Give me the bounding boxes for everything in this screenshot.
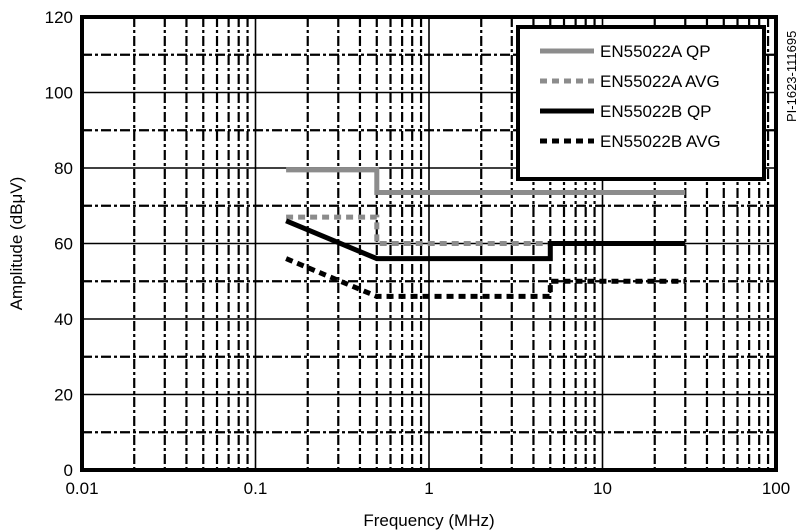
series-line-en55022a-qp (286, 167, 686, 195)
series-line-en55022b-avg (285, 256, 686, 299)
x-tick-label: 0.01 (65, 479, 98, 498)
legend: EN55022A QP EN55022A AVG EN55022B QP EN5502… (516, 25, 766, 181)
y-tick-label: 100 (45, 84, 73, 103)
x-tick-labels: 0.01 0.1 1 10 100 (65, 479, 790, 498)
y-tick-label: 80 (54, 159, 73, 178)
legend-entry-label: EN55022A QP (600, 42, 711, 61)
y-axis-label: Amplitude (dBμV) (7, 177, 26, 311)
legend-entry-label: EN55022B AVG (600, 132, 721, 151)
series-line-en55022a-avg (286, 214, 686, 246)
x-tick-label: 0.1 (244, 479, 268, 498)
y-tick-labels: 0 20 40 60 80 100 120 (45, 8, 73, 480)
figure-code: PI-1623-111695 (784, 31, 799, 122)
y-tick-label: 20 (54, 386, 73, 405)
y-tick-label: 0 (64, 461, 73, 480)
y-tick-label: 60 (54, 235, 73, 254)
legend-entry-label: EN55022A AVG (600, 72, 720, 91)
y-tick-label: 40 (54, 310, 73, 329)
series-lines (285, 167, 686, 299)
x-tick-label: 100 (762, 479, 790, 498)
x-tick-label: 10 (593, 479, 612, 498)
x-tick-label: 1 (424, 479, 433, 498)
series-line-en55022b-qp (285, 218, 686, 262)
y-tick-label: 120 (45, 8, 73, 27)
plot-frame (80, 15, 778, 472)
legend-entry-label: EN55022B QP (600, 102, 712, 121)
x-axis-label: Frequency (MHz) (363, 511, 494, 530)
